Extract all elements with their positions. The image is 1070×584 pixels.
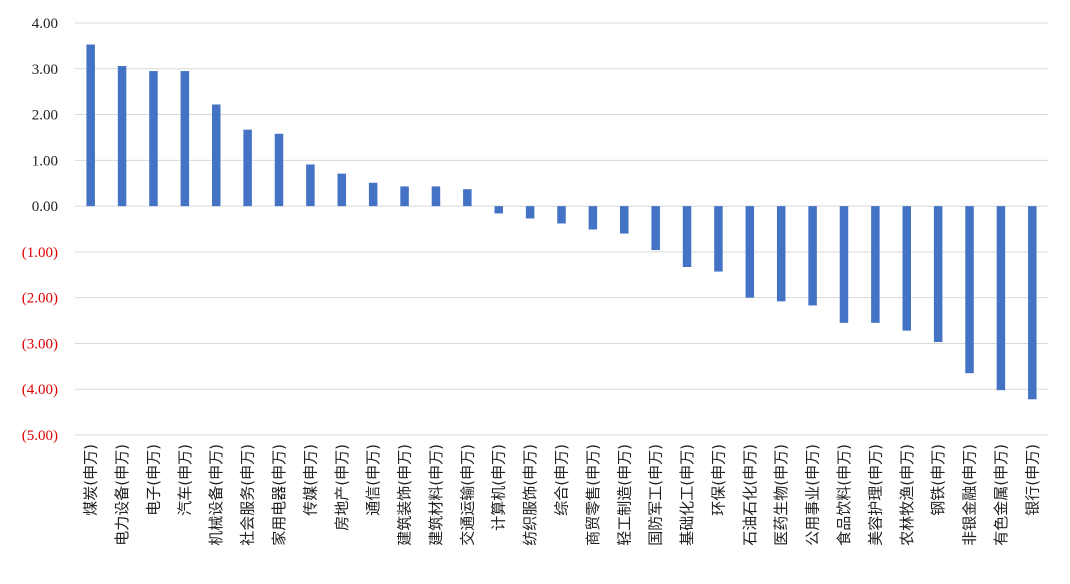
bar-11 (400, 186, 409, 207)
y-tick-label: 4.00 (32, 16, 58, 32)
category-label: 家用电器(申万) (270, 444, 288, 546)
y-tick-label: (2.00) (22, 291, 58, 307)
category-label: 电子(申万) (144, 444, 162, 516)
y-tick-label: (5.00) (22, 428, 58, 444)
category-label: 计算机(申万) (490, 444, 508, 531)
y-tick-label: 3.00 (32, 62, 58, 78)
y-tick-label: (3.00) (22, 336, 58, 352)
gridlines (75, 22, 1048, 436)
bar-9 (337, 173, 347, 207)
bar-28 (933, 206, 943, 343)
bar-16 (557, 206, 566, 224)
category-label: 汽车(申万) (176, 444, 194, 516)
bar-6 (243, 129, 252, 207)
category-label: 非银金融(申万) (961, 444, 979, 546)
bar-5 (211, 104, 221, 207)
category-label: 纺织服饰(申万) (521, 444, 539, 546)
bar-2 (117, 66, 127, 207)
category-label: 轻工制造(申万) (615, 444, 633, 546)
bar-21 (714, 206, 723, 272)
category-label: 有色金属(申万) (992, 444, 1010, 546)
bar-19 (651, 206, 660, 251)
y-axis-ticks: 4.00 3.00 2.00 1.00 0.00 (1.00) (2.00) (3.00) (4… (22, 16, 58, 444)
y-tick-label: (4.00) (22, 382, 58, 398)
category-label: 石油石化(申万) (741, 444, 759, 546)
category-label: 建筑装饰(申万) (396, 444, 414, 546)
bar-30 (996, 206, 1006, 391)
category-label: 环保(申万) (709, 444, 727, 516)
category-label: 综合(申万) (553, 444, 571, 516)
bar-4 (180, 71, 190, 207)
bar-29 (965, 206, 974, 374)
category-label: 煤炭(申万) (82, 444, 100, 516)
category-label: 商贸零售(申万) (584, 444, 602, 546)
bar-8 (306, 164, 315, 207)
bar-10 (368, 182, 378, 207)
y-tick-label: 2.00 (32, 108, 58, 124)
category-label: 农林牧渔(申万) (898, 444, 916, 546)
category-label: 银行(申万) (1023, 444, 1041, 516)
category-labels: 煤炭(申万) 电力设备(申万) 电子(申万) 汽车(申万) 机械设备(申万) 社会服务(申… (82, 444, 1042, 546)
bar-20 (682, 206, 692, 267)
category-label: 建筑材料(申万) (427, 444, 445, 546)
bar-13 (463, 189, 472, 207)
bar-26 (871, 206, 880, 323)
category-label: 国防军工(申万) (647, 444, 665, 546)
y-tick-label: 1.00 (32, 153, 58, 169)
y-tick-label: (1.00) (22, 245, 58, 261)
category-label: 通信(申万) (364, 444, 382, 516)
category-label: 医药生物(申万) (772, 444, 790, 546)
bar-25 (839, 206, 849, 323)
bar-3 (149, 71, 158, 207)
bar-22 (745, 206, 755, 298)
category-label: 社会服务(申万) (239, 444, 257, 546)
category-label: 食品饮料(申万) (835, 444, 853, 546)
category-label: 交通运输(申万) (458, 444, 476, 546)
bar-12 (431, 186, 441, 207)
y-tick-label: 0.00 (32, 199, 58, 215)
bar-17 (588, 206, 598, 230)
category-label: 基础化工(申万) (678, 444, 696, 546)
category-label: 电力设备(申万) (113, 444, 131, 546)
category-label: 传媒(申万) (301, 444, 319, 516)
bars (86, 44, 1037, 400)
bar-15 (525, 206, 535, 219)
bar-1 (86, 44, 95, 207)
bar-7 (274, 133, 284, 207)
category-label: 房地产(申万) (333, 444, 351, 531)
bar-27 (902, 206, 912, 331)
category-label: 钢铁(申万) (929, 444, 947, 516)
bar-14 (494, 206, 503, 214)
category-label: 美容护理(申万) (866, 444, 884, 546)
bar-23 (776, 206, 786, 302)
bar-18 (620, 206, 629, 234)
category-label: 公用事业(申万) (804, 444, 822, 546)
bar-31 (1028, 206, 1037, 400)
category-label: 机械设备(申万) (207, 444, 225, 546)
bar-24 (808, 206, 817, 306)
